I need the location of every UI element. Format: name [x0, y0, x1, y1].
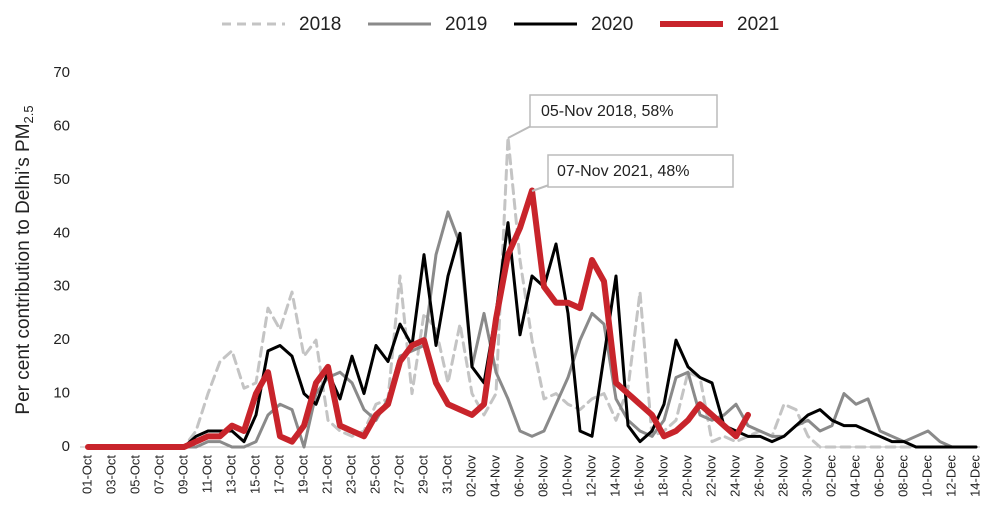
y-tick-label: 0: [62, 438, 70, 455]
x-tick-label: 23-Oct: [343, 455, 358, 494]
x-tick-label: 10-Nov: [559, 455, 574, 497]
x-tick-label: 03-Oct: [103, 455, 118, 494]
x-tick-label: 01-Oct: [79, 455, 94, 494]
x-tick-label: 06-Dec: [871, 455, 886, 497]
x-tick-label: 16-Nov: [631, 455, 646, 497]
annotation-leader: [507, 125, 532, 139]
x-tick-label: 05-Oct: [127, 455, 142, 494]
x-tick-label: 12-Nov: [583, 455, 598, 497]
x-tick-label: 11-Oct: [199, 455, 214, 493]
y-axis-label-main: Per cent contribution to Delhi’s PM: [13, 123, 34, 414]
x-tick-label: 19-Oct: [295, 455, 310, 494]
legend-label: 2019: [445, 14, 487, 35]
x-tick-label: 15-Oct: [247, 455, 262, 494]
legend-label: 2020: [591, 14, 633, 35]
y-tick-label: 20: [53, 331, 70, 348]
x-tick-label: 31-Oct: [439, 455, 454, 494]
series-line: [86, 210, 978, 449]
y-tick-label: 70: [53, 64, 70, 81]
y-tick-label: 40: [53, 224, 70, 241]
x-tick-label: 25-Oct: [367, 455, 382, 494]
x-tick-label: 20-Nov: [679, 455, 694, 497]
x-tick-label: 26-Nov: [751, 455, 766, 497]
y-axis-label-sub: 2.5: [21, 105, 36, 123]
x-tick-label: 30-Nov: [799, 455, 814, 497]
series-line: [86, 221, 978, 449]
x-tick-label: 12-Dec: [943, 455, 958, 497]
annotation-leader: [531, 184, 550, 192]
x-tick-label: 04-Nov: [487, 455, 502, 497]
x-tick-label: 08-Nov: [535, 455, 550, 497]
x-tick-label: 13-Oct: [223, 455, 238, 494]
x-tick-label: 22-Nov: [703, 455, 718, 497]
series: [85, 187, 751, 450]
y-axis-label: Per cent contribution to Delhi’s PM2.5: [13, 105, 36, 414]
x-tick-label: 09-Oct: [175, 455, 190, 494]
annotation-text: 07-Nov 2021, 48%: [557, 163, 690, 180]
annotation-box: [529, 94, 718, 128]
x-tick-label: 14-Dec: [967, 455, 981, 497]
x-tick-label: 06-Nov: [511, 455, 526, 497]
x-tick-label: 18-Nov: [655, 455, 670, 497]
annotation-box: [547, 154, 734, 188]
y-tick-label: 10: [53, 385, 70, 402]
x-tick-label: 24-Nov: [727, 455, 742, 497]
x-tick-label: 14-Nov: [607, 455, 622, 497]
x-tick-label: 28-Nov: [775, 455, 790, 497]
legend-label: 2021: [737, 14, 779, 35]
series-line: [85, 187, 751, 450]
x-tick-label: 02-Nov: [463, 455, 478, 497]
legend-label: 2018: [299, 14, 341, 35]
x-tick-label: 07-Oct: [151, 455, 166, 494]
annotation: 07-Nov 2021, 48%: [531, 154, 734, 192]
series: [86, 221, 978, 449]
x-tick-label: 02-Dec: [823, 455, 838, 497]
x-tick-label: 29-Oct: [415, 455, 430, 494]
x-tick-label: 17-Oct: [271, 455, 286, 494]
x-tick-label: 21-Oct: [319, 455, 334, 494]
x-tick-label: 04-Dec: [847, 455, 862, 497]
series: [86, 210, 978, 449]
y-tick-label: 50: [53, 171, 70, 188]
series-line: [86, 135, 978, 449]
y-tick-label: 30: [53, 278, 70, 295]
x-tick-label: 08-Dec: [895, 455, 910, 497]
series: [86, 135, 978, 449]
annotation: 05-Nov 2018, 58%: [507, 94, 718, 139]
annotation-text: 05-Nov 2018, 58%: [541, 103, 674, 120]
x-tick-label: 27-Oct: [391, 455, 406, 494]
y-tick-label: 60: [53, 117, 70, 134]
x-tick-label: 10-Dec: [919, 455, 934, 497]
